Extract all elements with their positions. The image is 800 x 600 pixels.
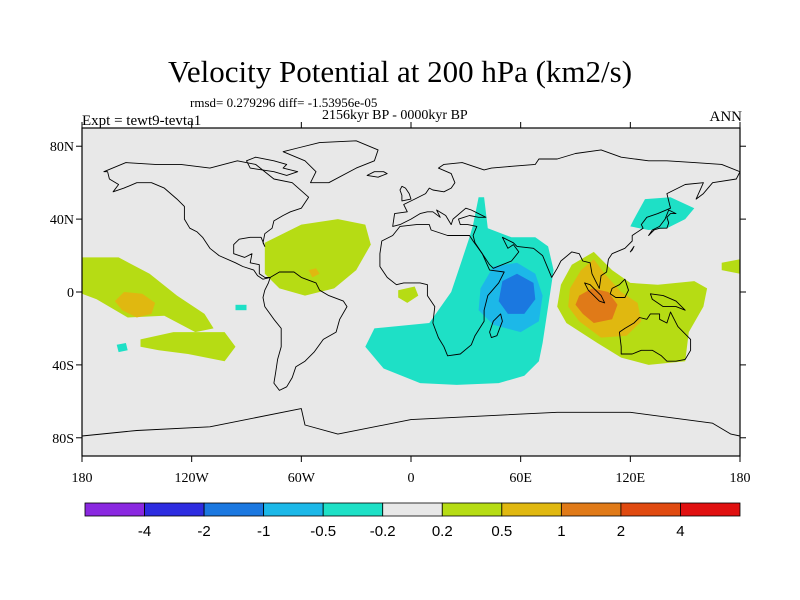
contour-south-pacific-patch bbox=[140, 332, 236, 362]
contour-central-pacific-core bbox=[114, 292, 156, 318]
colorbar-label: 0.5 bbox=[491, 523, 512, 540]
colorbar-swatch bbox=[620, 502, 681, 517]
colorbar-swatch bbox=[144, 502, 205, 517]
colorbar-swatch bbox=[203, 502, 265, 517]
colorbar: -4 -2 -1 -0.5 -0.2 0.2 0.5 1 2 4 bbox=[84, 502, 741, 540]
contour-east-asia bbox=[630, 197, 695, 230]
coastline-12 bbox=[246, 156, 299, 176]
colorbar-label: 0.2 bbox=[432, 523, 453, 540]
coastline-7 bbox=[649, 293, 686, 311]
coastline-15 bbox=[82, 408, 740, 456]
coastline-14 bbox=[629, 245, 635, 253]
coastline-5 bbox=[584, 282, 606, 304]
x-tick-label: 120E bbox=[616, 471, 646, 486]
coastline-9 bbox=[648, 209, 677, 236]
colorbar-label: 4 bbox=[676, 523, 684, 540]
coastline-2 bbox=[379, 224, 505, 357]
y-tick-label: 40N bbox=[50, 213, 74, 228]
coastline-3 bbox=[392, 149, 740, 289]
colorbar-label: 2 bbox=[617, 523, 625, 540]
coastline-10 bbox=[399, 185, 412, 202]
coastline-1 bbox=[262, 271, 348, 391]
contour-central-north-pacific bbox=[721, 259, 740, 274]
contour-maritime-continent-core bbox=[575, 288, 618, 323]
colorbar-swatch bbox=[560, 502, 622, 517]
coastline-4 bbox=[618, 311, 692, 362]
coastline-0 bbox=[103, 160, 310, 280]
contour-indian-ocean bbox=[365, 197, 554, 385]
coastline-6 bbox=[609, 278, 629, 298]
colorbar-swatch bbox=[263, 502, 324, 517]
colorbar-label: -2 bbox=[197, 523, 210, 540]
x-tick-label: 60E bbox=[509, 471, 532, 486]
y-tick-label: 40S bbox=[52, 359, 74, 374]
contour-atlantic-core bbox=[308, 268, 320, 278]
coastline-layer bbox=[82, 140, 740, 456]
season-label: ANN bbox=[709, 109, 743, 125]
x-tick-label: 180 bbox=[730, 471, 751, 486]
colorbar-label: 1 bbox=[557, 523, 565, 540]
coastline-11 bbox=[282, 140, 379, 184]
colorbar-swatch bbox=[84, 502, 145, 517]
contour-gulf-of-guinea bbox=[398, 286, 419, 303]
colorbar-swatch bbox=[441, 502, 503, 517]
coastline-8 bbox=[489, 313, 503, 339]
contour-indian-ocean-core bbox=[498, 273, 536, 314]
x-tick-label: 120W bbox=[175, 471, 210, 486]
y-tick-label: 0 bbox=[67, 286, 74, 301]
contour-east-pacific-blob bbox=[235, 304, 247, 311]
colorbar-label: -0.2 bbox=[370, 523, 396, 540]
colorbar-swatch bbox=[501, 502, 562, 517]
y-tick-label: 80N bbox=[50, 140, 74, 155]
colorbar-label: -1 bbox=[257, 523, 270, 540]
coastline-13 bbox=[366, 171, 388, 178]
contour-central-pacific bbox=[82, 257, 214, 333]
colorbar-swatch bbox=[680, 502, 741, 517]
colorbar-label: -4 bbox=[138, 523, 151, 540]
chart-stats: rmsd= 0.279296 diff= -1.53956e-05 bbox=[190, 95, 378, 110]
colorbar-label: -0.5 bbox=[310, 523, 336, 540]
contour-atlantic bbox=[264, 219, 371, 296]
experiment-label: Expt = tewt9-tevta1 bbox=[82, 113, 202, 129]
x-tick-label: 60W bbox=[288, 471, 316, 486]
colorbar-swatch bbox=[322, 502, 384, 517]
chart-title: Velocity Potential at 200 hPa (km2/s) bbox=[167, 54, 633, 89]
x-tick-label: 180 bbox=[72, 471, 93, 486]
colorbar-swatch bbox=[382, 502, 443, 517]
x-tick-label: 0 bbox=[408, 471, 415, 486]
axis-ticks: 180 120W 60W 0 60E 120E 180 80N 40N 0 40S 80S bbox=[50, 122, 751, 486]
contour-south-pacific-blob bbox=[116, 343, 128, 353]
y-tick-label: 80S bbox=[52, 432, 74, 447]
chart-period: 2156kyr BP - 0000kyr BP bbox=[322, 108, 468, 123]
